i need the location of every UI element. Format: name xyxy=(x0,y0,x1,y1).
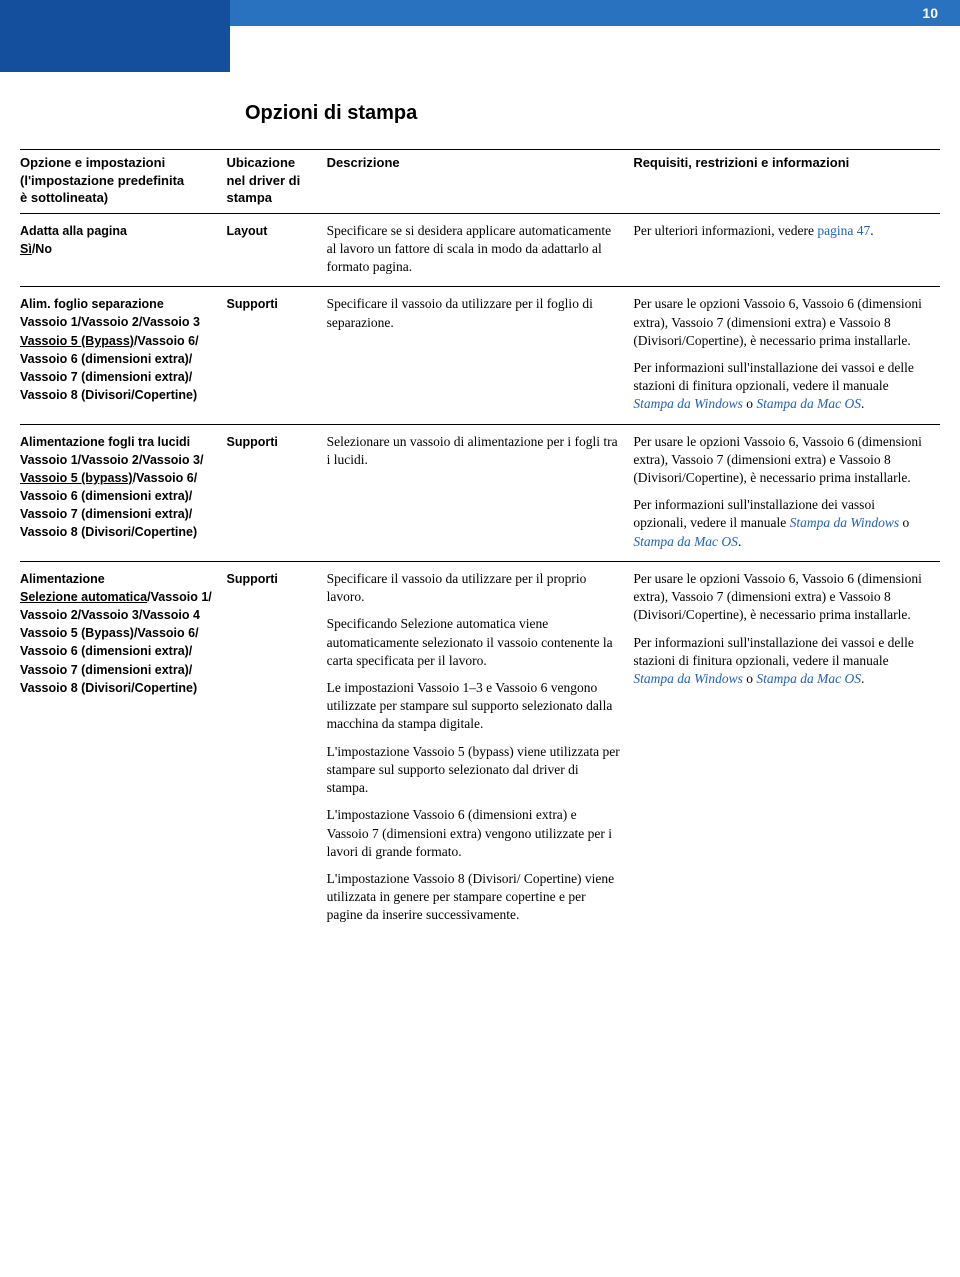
table-row: Alim. foglio separazione Vassoio 1/Vasso… xyxy=(20,287,940,424)
col-requirements: Requisiti, restrizioni e informazioni xyxy=(633,150,940,214)
page-header: Opzioni di stampa 10 xyxy=(0,0,960,72)
option-requirements: Per usare le opzioni Vassoio 6, Vassoio … xyxy=(633,287,940,424)
option-description: Specificare il vassoio da utilizzare per… xyxy=(327,287,634,424)
manual-link[interactable]: Stampa da Mac OS xyxy=(633,534,738,549)
option-description: Selezionare un vassoio di alimentazione … xyxy=(327,424,634,561)
manual-link[interactable]: Stampa da Mac OS xyxy=(756,396,861,411)
page-number: 10 xyxy=(922,4,938,23)
col-option: Opzione e impostazioni (l'impostazione p… xyxy=(20,150,226,214)
option-label: Alimentazione Selezione automatica/Vasso… xyxy=(20,570,214,697)
option-location: Supporti xyxy=(226,297,277,311)
table-row: Adatta alla pagina Sì/No Layout Specific… xyxy=(20,213,940,287)
option-location: Layout xyxy=(226,224,267,238)
col-location: Ubicazione nel driver di stampa xyxy=(226,150,326,214)
section-heading: Opzioni di stampa xyxy=(245,100,960,127)
table-row: Alimentazione Selezione automatica/Vasso… xyxy=(20,561,940,934)
option-label: Alim. foglio separazione Vassoio 1/Vasso… xyxy=(20,295,214,404)
col-description: Descrizione xyxy=(327,150,634,214)
option-requirements: Per usare le opzioni Vassoio 6, Vassoio … xyxy=(633,424,940,561)
option-label: Alimentazione fogli tra lucidi Vassoio 1… xyxy=(20,433,214,542)
header-accent-block xyxy=(0,0,230,72)
option-requirements: Per usare le opzioni Vassoio 6, Vassoio … xyxy=(633,561,940,934)
option-location: Supporti xyxy=(226,435,277,449)
option-label: Adatta alla pagina Sì/No xyxy=(20,222,214,258)
options-table: Opzione e impostazioni (l'impostazione p… xyxy=(20,149,940,935)
page-link[interactable]: pagina 47 xyxy=(817,223,870,238)
table-row: Alimentazione fogli tra lucidi Vassoio 1… xyxy=(20,424,940,561)
option-location: Supporti xyxy=(226,572,277,586)
manual-link[interactable]: Stampa da Windows xyxy=(633,671,743,686)
manual-link[interactable]: Stampa da Mac OS xyxy=(756,671,861,686)
manual-link[interactable]: Stampa da Windows xyxy=(633,396,743,411)
option-requirements: Per ulteriori informazioni, vedere pagin… xyxy=(633,213,940,287)
manual-link[interactable]: Stampa da Windows xyxy=(790,515,900,530)
table-header-row: Opzione e impostazioni (l'impostazione p… xyxy=(20,150,940,214)
option-description: Specificare il vassoio da utilizzare per… xyxy=(327,561,634,934)
option-description: Specificare se si desidera applicare aut… xyxy=(327,213,634,287)
